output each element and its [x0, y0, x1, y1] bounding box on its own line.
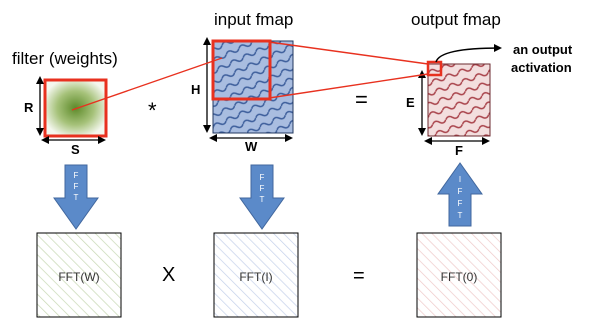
fft-w-box: FFT(W): [36, 232, 122, 318]
fft-arrow-filter: F F T: [53, 164, 99, 230]
projection-line-input-top: [268, 41, 429, 65]
ifft-arrow-letter-2: F: [458, 187, 463, 196]
ifft-arrow-output: I F F T: [437, 162, 483, 227]
output-fmap-title: output fmap: [411, 10, 501, 29]
projection-line-filter-to-input: [71, 57, 223, 111]
equals-operator-bottom: =: [353, 265, 365, 287]
filter-dim-s: S: [71, 142, 80, 157]
filter-title: filter (weights): [12, 49, 118, 68]
ifft-arrow-letter-3: F: [458, 199, 463, 208]
fft-arrow-filter-letter-3: T: [74, 193, 79, 202]
output-activation-highlight: [426, 60, 443, 77]
convolution-operator: *: [148, 98, 157, 123]
fft-arrow-input-letter-1: F: [260, 173, 265, 182]
input-dim-h: H: [191, 82, 200, 97]
fft-arrow-input-letter-3: T: [260, 195, 265, 204]
fft-arrow-input-letter-2: F: [260, 184, 265, 193]
filter-image: [43, 78, 108, 138]
input-fmap-image: [212, 40, 294, 134]
fft-arrow-filter-letter-2: F: [74, 182, 79, 191]
output-fmap-image: [427, 63, 491, 137]
projection-line-input-bottom: [268, 73, 429, 99]
equals-operator-top: =: [355, 87, 368, 112]
fft-arrow-filter-letter-1: F: [74, 171, 79, 180]
fft-o-box: FFT(0): [416, 232, 502, 318]
fft-arrow-input: F F T: [239, 164, 285, 230]
annotation-line-1: an output: [513, 42, 573, 57]
fft-i-label: FFT(I): [239, 270, 272, 284]
annotation-line-2: activation: [511, 60, 572, 75]
ifft-arrow-letter-4: T: [458, 211, 463, 220]
input-fmap-title: input fmap: [214, 10, 293, 29]
input-window-highlight: [211, 39, 272, 101]
output-dim-f: F: [455, 143, 463, 158]
fft-w-label: FFT(W): [58, 270, 99, 284]
fft-i-box: FFT(I): [213, 232, 299, 318]
ifft-arrow-letter-1: I: [459, 175, 461, 184]
filter-dim-r: R: [24, 100, 34, 115]
multiply-operator: X: [162, 264, 175, 286]
fft-o-label: FFT(0): [441, 270, 478, 284]
input-dim-w: W: [245, 139, 258, 154]
output-activation-pointer: [435, 44, 502, 63]
output-dim-e: E: [406, 95, 415, 110]
